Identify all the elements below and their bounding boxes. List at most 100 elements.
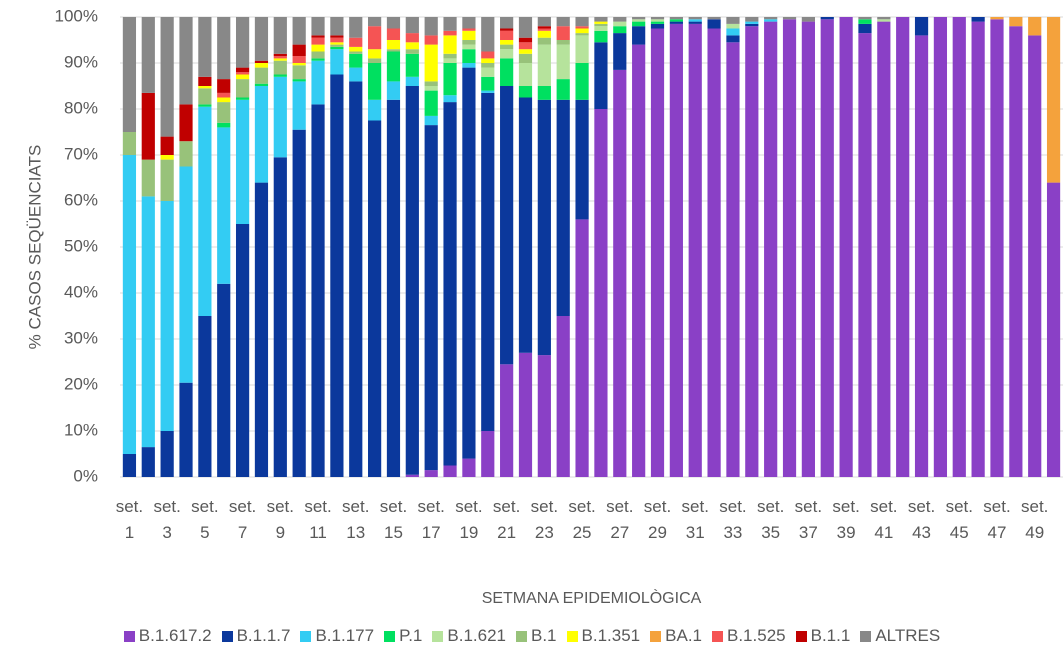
bar-segment	[858, 23, 872, 34]
x-tick-label: set. 3	[153, 497, 181, 542]
bar-segment	[500, 58, 514, 86]
bar-segment	[443, 35, 457, 54]
bar-segment	[462, 458, 476, 477]
bar-segment	[424, 90, 438, 116]
bar-segment	[273, 157, 287, 478]
bar-segment	[537, 17, 551, 27]
bar-segment	[160, 17, 174, 137]
bar-segment	[613, 26, 627, 34]
legend-label: B.1.1.7	[236, 626, 291, 645]
bar-segment	[405, 76, 419, 86]
bar-segment	[443, 465, 457, 477]
bar-segment	[311, 37, 325, 45]
legend-item: B.1.1	[795, 626, 850, 646]
bar-segment	[235, 17, 250, 68]
bar-segment	[500, 30, 514, 40]
bar-segment	[1046, 17, 1061, 183]
bar-segment	[518, 86, 533, 98]
bar-segment	[650, 28, 665, 477]
bar-segment	[971, 21, 985, 477]
legend-swatch	[566, 630, 578, 642]
y-axis-title: % CASOS SEQÜENCIATS	[25, 145, 44, 350]
bar-segment	[745, 26, 759, 477]
bar-segment	[330, 17, 344, 36]
bar-segment	[424, 115, 438, 126]
bar-segment	[235, 97, 250, 100]
bar-segment	[160, 431, 174, 477]
bar-segment	[500, 49, 514, 59]
bar-segment	[141, 447, 155, 477]
bar-segment	[518, 53, 533, 63]
bar-segment	[424, 86, 438, 91]
y-tick-label: 10%	[64, 420, 98, 439]
x-tick-label: set. 29	[643, 497, 672, 542]
bar-segment	[650, 23, 665, 29]
x-tick-label: set. 25	[568, 497, 596, 542]
bar-segment	[292, 129, 306, 477]
bar-segment	[537, 28, 551, 31]
x-tick-label: set. 17	[417, 497, 445, 542]
bar-segment	[632, 21, 646, 27]
bar-segment	[877, 19, 891, 22]
bar-segment	[537, 355, 551, 477]
bar-segment	[160, 155, 174, 160]
bar-segment	[462, 40, 476, 45]
bar-segment	[462, 49, 476, 63]
x-tick-label: set. 21	[492, 497, 521, 542]
bar-segment	[160, 136, 174, 155]
bar-segment	[386, 51, 401, 82]
bar-segment	[273, 76, 287, 158]
bar-segment	[632, 17, 646, 20]
bar-segment	[971, 17, 985, 22]
bar-segment	[1009, 17, 1023, 27]
bar-segment	[217, 17, 231, 80]
bar-segment	[424, 81, 438, 86]
bar-segment	[707, 19, 721, 29]
x-tick-label: set. 7	[228, 497, 257, 542]
bar-segment	[518, 352, 533, 477]
bar-segment	[405, 474, 419, 477]
bar-segment	[1028, 35, 1042, 478]
bar-segment	[575, 63, 589, 100]
bar-segment	[801, 21, 815, 477]
bar-segment	[405, 33, 419, 43]
bar-segment	[141, 196, 155, 448]
x-tick-label: set. 1	[115, 497, 144, 542]
bar-segment	[462, 63, 476, 68]
bar-segment	[481, 51, 495, 59]
legend-swatch	[712, 630, 723, 642]
legend-swatch	[795, 630, 807, 642]
bar-segment	[330, 37, 344, 43]
bar-segment	[368, 63, 382, 100]
bar-segment	[745, 21, 759, 24]
bar-segment	[990, 19, 1004, 478]
y-tick-label: 100%	[55, 6, 98, 25]
bar-segment	[481, 90, 495, 93]
x-tick-label: set. 47	[983, 497, 1011, 542]
bar-segment	[330, 42, 344, 45]
bar-segment	[858, 33, 872, 477]
legend-item: B.1.177	[300, 626, 374, 646]
bar-segment	[386, 40, 401, 50]
bar-segment	[575, 35, 589, 63]
bar-segment	[481, 67, 495, 77]
bar-segment	[669, 17, 683, 20]
y-tick-label: 40%	[64, 282, 98, 301]
bar-segment	[613, 17, 627, 22]
bar-segment	[556, 79, 570, 100]
bar-segment	[198, 86, 212, 89]
bar-segment	[311, 35, 325, 38]
bar-segment	[386, 28, 401, 40]
bar-segment	[669, 21, 683, 24]
bar-segment	[613, 21, 627, 27]
bar-segment	[858, 17, 872, 20]
legend-swatch	[123, 630, 135, 642]
x-tick-label: set. 43	[907, 497, 936, 542]
bar-segment	[537, 86, 551, 100]
x-tick-label: set. 37	[794, 497, 823, 542]
bar-segment	[330, 35, 344, 38]
bar-segment	[632, 44, 646, 477]
bar-segment	[330, 49, 344, 75]
bar-segment	[877, 21, 891, 477]
